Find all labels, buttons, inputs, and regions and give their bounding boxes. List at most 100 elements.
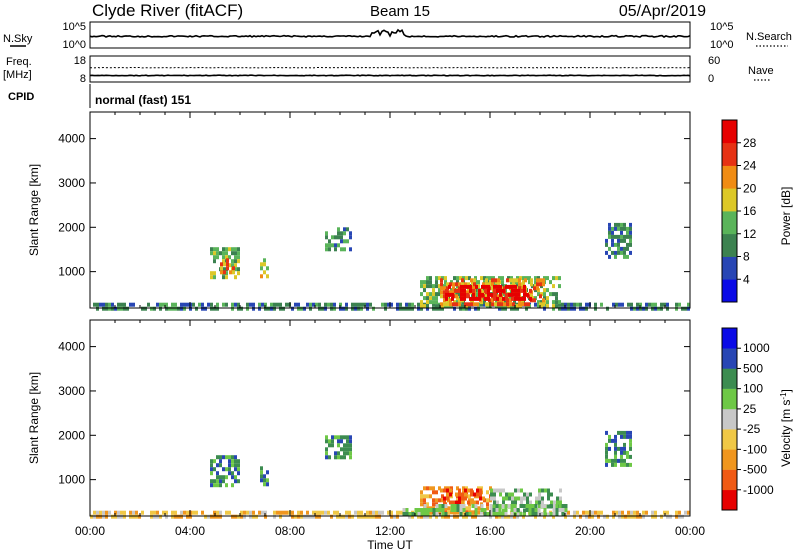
power-cell bbox=[522, 280, 525, 285]
velocity-cell bbox=[276, 510, 279, 515]
power-cell bbox=[231, 247, 234, 252]
velocity-cell bbox=[423, 494, 426, 499]
velocity-cell bbox=[105, 514, 108, 519]
power-cell bbox=[552, 284, 555, 289]
velocity-cell bbox=[153, 510, 156, 515]
power-cell bbox=[552, 306, 555, 311]
velocity-cell bbox=[432, 498, 435, 503]
velocity-cell bbox=[263, 482, 266, 487]
velocity-cell bbox=[493, 504, 496, 509]
power-cell bbox=[446, 286, 449, 291]
velocity-cell bbox=[222, 467, 225, 472]
power-cell bbox=[510, 276, 513, 281]
power-cell bbox=[207, 302, 210, 307]
velocity-cell bbox=[528, 504, 532, 508]
power-cell bbox=[114, 306, 117, 311]
power-cell bbox=[491, 298, 494, 303]
velocity-cell bbox=[486, 506, 489, 511]
power-cell bbox=[666, 306, 669, 311]
nave-tick-bottom: 0 bbox=[708, 73, 714, 85]
velocity-cell bbox=[346, 451, 349, 456]
power-cell bbox=[440, 294, 443, 299]
power-cell bbox=[429, 292, 432, 297]
power-cell bbox=[505, 284, 508, 289]
velocity-cell bbox=[623, 442, 626, 447]
power-cell bbox=[237, 251, 240, 256]
velocity-cell bbox=[567, 510, 570, 515]
velocity-cell bbox=[490, 492, 493, 497]
noise-right-tick-top: 10^5 bbox=[710, 21, 734, 33]
power-cell bbox=[617, 242, 620, 247]
power-cell bbox=[337, 227, 340, 232]
velocity-cell bbox=[535, 496, 538, 501]
power-cell bbox=[534, 302, 537, 307]
velocity-cell bbox=[558, 508, 562, 512]
power-cell bbox=[222, 251, 225, 256]
velocity-cell bbox=[318, 510, 321, 515]
power-cell bbox=[438, 306, 441, 311]
power-cell bbox=[570, 302, 573, 307]
velocity-cell bbox=[444, 512, 448, 516]
velocity-cell bbox=[559, 488, 562, 493]
time-tick-label: 00:00 bbox=[675, 524, 705, 538]
power-cell bbox=[445, 292, 448, 297]
power-cell bbox=[105, 306, 108, 311]
power-colorbar-tick-label: 16 bbox=[743, 204, 757, 218]
velocity-cell bbox=[603, 514, 606, 519]
power-cell bbox=[438, 288, 441, 293]
velocity-cell bbox=[614, 438, 617, 443]
velocity-cell bbox=[538, 488, 541, 493]
velocity-cell bbox=[246, 510, 249, 515]
power-cell bbox=[614, 242, 617, 247]
velocity-cell bbox=[192, 510, 195, 515]
velocity-cell bbox=[522, 514, 525, 519]
power-colorbar-swatch bbox=[722, 188, 737, 212]
velocity-cell bbox=[349, 443, 352, 448]
velocity-cell bbox=[467, 488, 470, 493]
velocity-cell bbox=[153, 514, 156, 519]
power-cell bbox=[249, 302, 252, 307]
velocity-cell bbox=[423, 498, 426, 503]
velocity-cell bbox=[555, 504, 559, 508]
power-cell bbox=[264, 302, 267, 307]
power-cell bbox=[549, 292, 552, 297]
power-cell bbox=[237, 267, 240, 272]
power-cell bbox=[511, 288, 514, 293]
velocity-cell bbox=[348, 510, 351, 515]
velocity-cell bbox=[654, 510, 657, 515]
velocity-cell bbox=[420, 494, 423, 499]
power-cell bbox=[474, 276, 477, 281]
power-cell bbox=[260, 262, 263, 267]
velocity-cell bbox=[492, 512, 496, 516]
power-cell bbox=[453, 276, 456, 281]
power-cell bbox=[267, 306, 270, 311]
power-cell bbox=[440, 282, 443, 287]
velocity-cell bbox=[465, 512, 469, 516]
power-cell bbox=[472, 292, 475, 297]
velocity-cell bbox=[461, 492, 464, 497]
power-cell bbox=[216, 302, 219, 307]
power-cell bbox=[363, 302, 366, 307]
velocity-cell bbox=[669, 514, 672, 519]
velocity-cell bbox=[447, 510, 450, 515]
velocity-cell bbox=[440, 488, 443, 493]
power-cell bbox=[533, 298, 536, 303]
velocity-cell bbox=[468, 506, 471, 511]
velocity-cell bbox=[343, 455, 346, 460]
power-cell bbox=[611, 234, 614, 239]
power-cell bbox=[497, 294, 500, 299]
power-cell bbox=[105, 302, 108, 307]
power-cell bbox=[617, 222, 620, 227]
velocity-cell bbox=[617, 430, 620, 435]
velocity-cell bbox=[474, 512, 478, 516]
velocity-cell bbox=[243, 514, 246, 519]
power-cell bbox=[506, 278, 509, 283]
velocity-cell bbox=[462, 510, 465, 515]
power-cell bbox=[132, 302, 135, 307]
power-cell bbox=[458, 282, 461, 287]
power-cell bbox=[306, 302, 309, 307]
power-cell bbox=[500, 298, 503, 303]
velocity-cell bbox=[573, 514, 576, 519]
power-cell bbox=[515, 278, 518, 283]
velocity-cell bbox=[620, 450, 623, 455]
